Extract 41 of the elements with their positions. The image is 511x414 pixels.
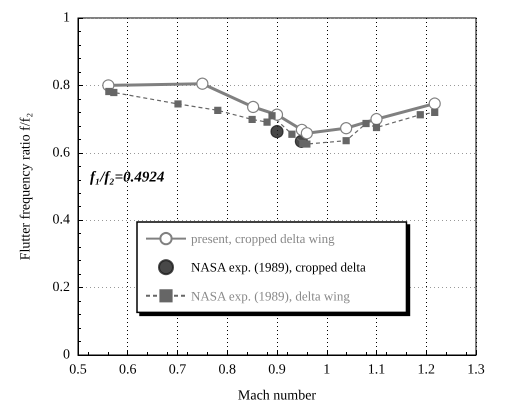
y-tick-label: 0.4 <box>52 212 70 228</box>
point <box>340 122 352 134</box>
y-axis-title: Flutter frequency ratio f/f₂ <box>18 112 34 260</box>
y-tick-label: 0.6 <box>52 145 70 160</box>
annotation: f₁/f₂=0.4924 <box>90 170 165 186</box>
y-tick-label: 1 <box>63 10 70 26</box>
x-tick-label: 0.6 <box>119 362 136 378</box>
x-tick-label: 1 <box>323 362 330 378</box>
point <box>342 137 350 144</box>
point <box>303 140 310 148</box>
point <box>362 120 370 128</box>
x-tick-label: 1.1 <box>368 362 386 378</box>
point <box>370 113 383 126</box>
x-tick-label: 0.5 <box>69 362 87 378</box>
point <box>214 106 222 114</box>
x-axis-title: Mach number <box>238 388 316 404</box>
point <box>300 127 313 140</box>
point <box>248 116 256 124</box>
point <box>431 108 438 116</box>
point <box>110 88 118 96</box>
point <box>372 124 380 132</box>
x-tick-label: 0.8 <box>218 362 236 378</box>
y-tick-label: 0 <box>63 348 70 362</box>
legend-label: present, cropped delta wing <box>191 231 336 246</box>
x-tick-label: 0.7 <box>168 362 186 378</box>
x-tick-label: 1.3 <box>467 362 485 378</box>
point <box>196 78 208 90</box>
point <box>268 112 276 120</box>
point <box>288 130 296 138</box>
legend-label: NASA exp. (1989), delta wing <box>191 288 350 304</box>
point <box>270 124 284 138</box>
point <box>428 98 441 110</box>
x-tick-label: 1.2 <box>418 362 435 378</box>
point <box>174 100 182 108</box>
point <box>263 118 271 126</box>
y-tick-label: 0.8 <box>52 78 70 93</box>
point <box>416 111 424 118</box>
y-tick-label: 0.2 <box>52 280 70 296</box>
legend-label: NASA exp. (1989), cropped delta <box>191 260 366 275</box>
point <box>247 100 260 114</box>
x-tick-label: 0.9 <box>268 362 286 378</box>
